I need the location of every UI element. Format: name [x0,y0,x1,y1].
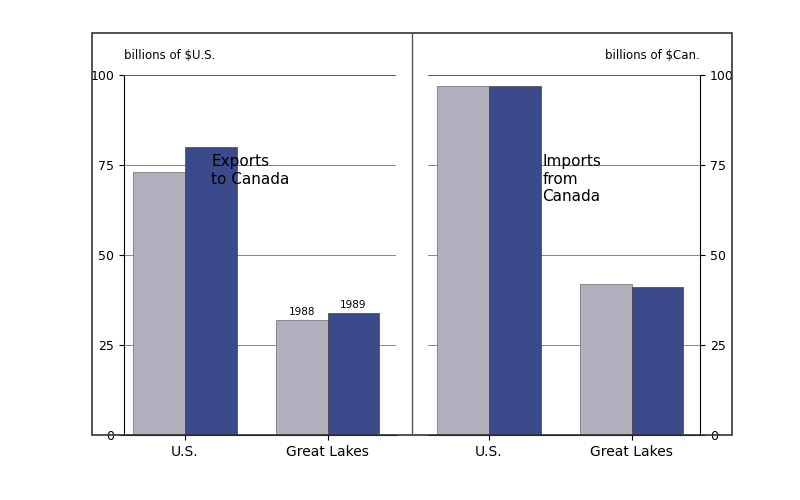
Bar [580,284,631,435]
Bar [438,86,489,435]
Text: 1989: 1989 [340,300,366,310]
Text: Exports
to Canada: Exports to Canada [211,154,290,186]
Text: 1988: 1988 [288,307,315,317]
Bar [185,147,237,435]
Bar [489,86,541,435]
Bar [327,312,379,435]
Text: Imports
from
Canada: Imports from Canada [542,154,601,204]
Text: billions of $Can.: billions of $Can. [606,50,700,62]
Bar [134,172,185,435]
Bar [276,320,327,435]
Text: billions of $U.S.: billions of $U.S. [124,50,215,62]
Bar [631,288,683,435]
